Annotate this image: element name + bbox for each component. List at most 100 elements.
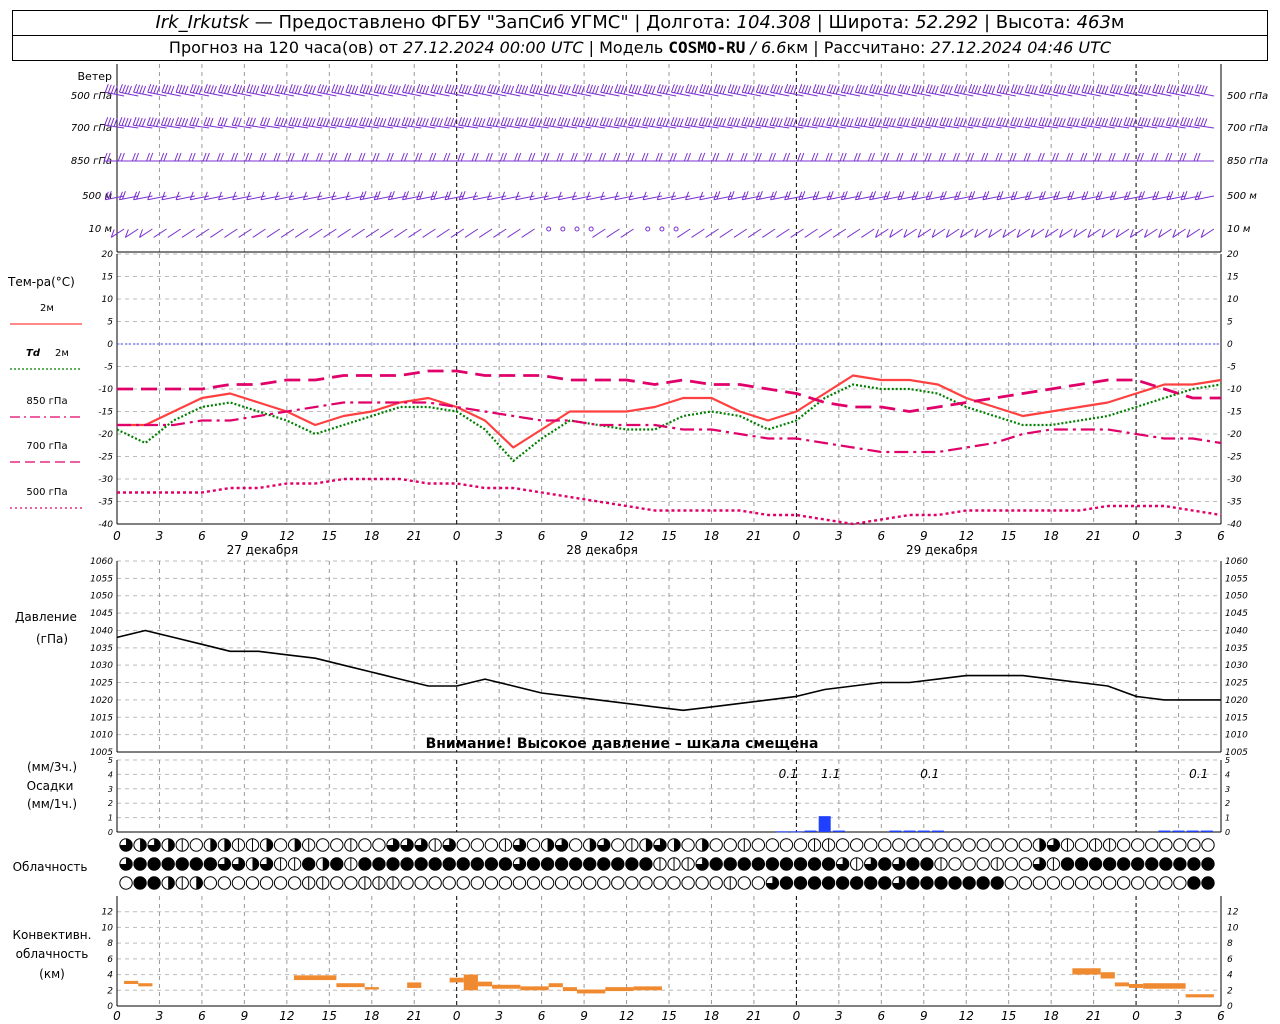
- wind-barb-feather: [755, 84, 760, 93]
- wind-barb-feather: [631, 84, 636, 94]
- wind-barb-feather: [110, 85, 115, 94]
- wind-barb-feather: [1189, 118, 1194, 127]
- wind-barb-feather: [495, 118, 500, 127]
- wind-barb-feather: [1030, 229, 1035, 238]
- wind-barb-feather: [804, 117, 808, 127]
- wind-barb-feather: [600, 191, 605, 200]
- wind-barb-feather: [627, 116, 632, 126]
- wind-barb-feather: [444, 84, 449, 93]
- wind-barb-feather: [741, 84, 746, 93]
- wind-barb-feather: [524, 85, 529, 95]
- wind-barb-feather: [501, 191, 506, 200]
- wind-barb-feather: [807, 118, 812, 127]
- cloud-symbol: [554, 876, 569, 890]
- wind-barb-feather: [698, 152, 703, 162]
- cloud-symbol: [962, 857, 976, 871]
- wind-barb-feather: [319, 117, 324, 126]
- wind-barb-feather: [1002, 117, 1007, 127]
- conv-bar: [1185, 994, 1214, 998]
- wind-barb-feather: [1087, 229, 1092, 238]
- wind-barb-feather: [419, 190, 424, 200]
- wind-barb-feather: [840, 116, 845, 126]
- wind-barb-feather: [1044, 229, 1049, 238]
- wind-barb-feather: [699, 191, 704, 200]
- wind-barb-feather: [175, 191, 180, 200]
- wind-barb-feather: [804, 85, 809, 94]
- wind-barb-feather: [322, 117, 327, 127]
- wind-barb-feather: [730, 84, 735, 94]
- wind-barb-feather: [439, 85, 444, 95]
- wind-barb-feather: [472, 84, 477, 93]
- wind-barb-feather: [495, 85, 500, 95]
- header-sep-1: |: [634, 12, 641, 33]
- conv-hour-tick-label: 9: [241, 1009, 249, 1023]
- wind-barb-feather: [132, 116, 137, 126]
- wind-barb-feather: [1059, 85, 1064, 94]
- wind-barb-feather: [382, 118, 387, 127]
- prec-tick-right: 5: [1225, 756, 1230, 765]
- wind-barb-feather: [334, 84, 339, 94]
- wind-barb-feather: [1070, 190, 1075, 200]
- wind-barb-feather: [782, 152, 787, 162]
- wind-barb-feather: [538, 85, 543, 95]
- hour-tick-label: 3: [835, 529, 843, 543]
- wind-barb-feather: [135, 117, 140, 126]
- pres-tick-right: 1035: [1225, 644, 1248, 654]
- wind-barb-feather: [956, 117, 961, 126]
- wind-level-right: 10 м: [1227, 224, 1251, 235]
- prec-bar: [804, 830, 817, 832]
- cloud-symbol: [273, 838, 288, 852]
- cloud-symbol: [709, 857, 723, 871]
- cloud-symbol: [1018, 838, 1033, 852]
- wind-barb-feather: [424, 118, 429, 127]
- temp-tick-right: 20: [1227, 250, 1239, 260]
- wind-barb-feather: [1166, 191, 1171, 200]
- cloud-symbol: [920, 838, 934, 852]
- wind-barb-feather: [320, 84, 325, 94]
- wind-barb-feather: [181, 85, 186, 94]
- wind-barb-feather: [651, 85, 656, 95]
- wind-barb-feather: [443, 116, 448, 126]
- wind-barb-feather: [840, 84, 845, 93]
- wind-barb-feather: [875, 229, 879, 238]
- wind-barb-feather: [566, 85, 571, 95]
- cloud-symbol: [1060, 876, 1075, 890]
- conv-tick-right: 8: [1227, 939, 1233, 949]
- wind-barb-feather: [882, 116, 887, 126]
- wind-barb-feather: [246, 191, 251, 200]
- wind-barb: [861, 228, 875, 238]
- wind-barb-feather: [316, 116, 321, 126]
- wind-barb-feather: [245, 152, 250, 162]
- wind-barb-feather: [1168, 117, 1173, 126]
- cloud-symbol: [330, 838, 344, 852]
- wind-barb-feather: [1194, 84, 1199, 93]
- wind-barb: [1186, 228, 1201, 238]
- wind-barb-feather: [911, 116, 915, 126]
- wind-barb-feather: [1200, 85, 1205, 94]
- wind-barb: [818, 228, 833, 238]
- wind-barb-feather: [373, 191, 378, 200]
- wind-barb-feather: [988, 229, 993, 238]
- cloud-symbol: [667, 876, 681, 890]
- wind-barb-feather: [557, 84, 562, 93]
- wind-barb-feather: [1138, 84, 1142, 93]
- wind-barb-feather: [835, 85, 840, 95]
- wind-barb-feather: [659, 117, 664, 126]
- wind-barb-feather: [1051, 152, 1056, 162]
- wind-barb-feather: [645, 117, 650, 126]
- header-line-2: Прогноз на 120 часа(ов) от 27.12.2024 00…: [12, 35, 1268, 61]
- cloud-symbol: [1116, 876, 1131, 890]
- wind-barb-feather: [588, 152, 592, 162]
- wind-barb-feather: [1038, 191, 1043, 200]
- wind-barb-feather: [467, 118, 472, 127]
- wind-barb-feather: [218, 84, 222, 93]
- cloud-symbol-fill: [260, 857, 273, 871]
- conv-hour-tick-label: 12: [959, 1009, 974, 1023]
- wind-barb-feather: [768, 152, 773, 162]
- wind-barb-feather: [107, 190, 112, 200]
- wind-barb-feather: [699, 84, 704, 93]
- hour-tick-label: 6: [877, 529, 885, 543]
- wind-barb-feather: [982, 84, 987, 93]
- cloud-symbol: [119, 876, 133, 890]
- wind-barb-feather: [754, 152, 759, 162]
